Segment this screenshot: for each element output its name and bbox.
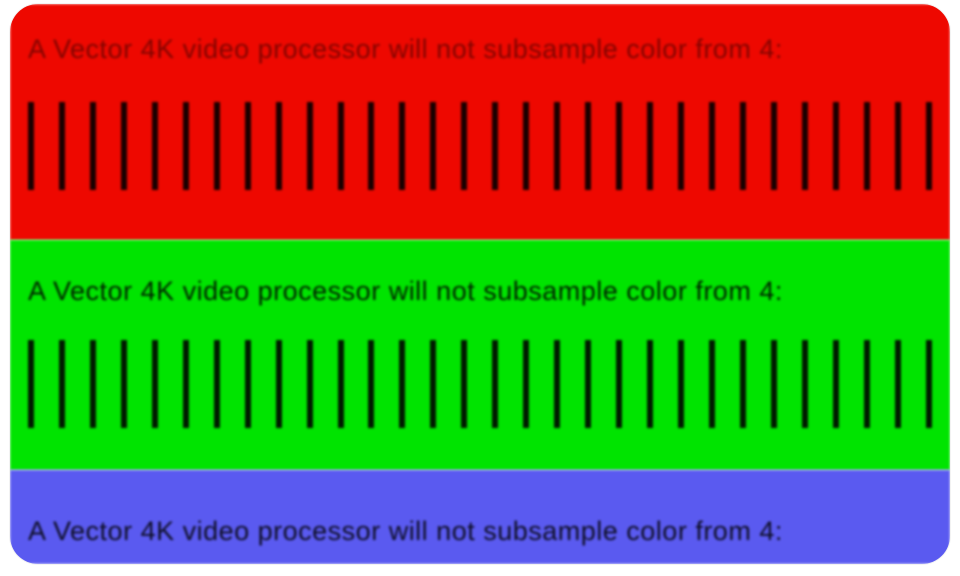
tick-mark: [399, 102, 405, 190]
tick-mark: [59, 340, 65, 428]
tick-mark: [771, 340, 777, 428]
tick-mark: [214, 102, 220, 190]
tick-mark: [554, 340, 560, 428]
tick-mark: [926, 102, 932, 190]
tick-mark: [183, 340, 189, 428]
tick-mark: [709, 102, 715, 190]
tick-mark: [895, 102, 901, 190]
tick-mark: [338, 340, 344, 428]
tick-mark: [585, 340, 591, 428]
tick-mark: [152, 340, 158, 428]
band-red-text: A Vector 4K video processor will not sub…: [28, 34, 783, 65]
tick-mark: [523, 102, 529, 190]
tick-mark: [616, 102, 622, 190]
tick-mark: [864, 340, 870, 428]
tick-mark: [678, 340, 684, 428]
rgb-test-card: A Vector 4K video processor will not sub…: [10, 4, 950, 564]
tick-mark: [368, 340, 374, 428]
tick-mark: [90, 340, 96, 428]
band-blue: A Vector 4K video processor will not sub…: [10, 470, 950, 564]
tick-mark: [430, 102, 436, 190]
tick-mark: [864, 102, 870, 190]
band-green-text: A Vector 4K video processor will not sub…: [28, 276, 783, 307]
tick-mark: [802, 340, 808, 428]
tick-mark: [833, 102, 839, 190]
tick-mark: [833, 340, 839, 428]
tick-mark: [28, 340, 34, 428]
tick-mark: [152, 102, 158, 190]
tick-mark: [554, 102, 560, 190]
tick-mark: [678, 102, 684, 190]
tick-mark: [368, 102, 374, 190]
tick-mark: [771, 102, 777, 190]
tick-mark: [276, 340, 282, 428]
tick-mark: [740, 340, 746, 428]
tick-mark: [740, 102, 746, 190]
tick-mark: [461, 340, 467, 428]
band-green-ticks: [28, 340, 932, 428]
tick-mark: [183, 102, 189, 190]
band-blue-text: A Vector 4K video processor will not sub…: [28, 516, 783, 547]
tick-mark: [276, 102, 282, 190]
tick-mark: [307, 340, 313, 428]
tick-mark: [492, 340, 498, 428]
tick-mark: [59, 102, 65, 190]
band-green: A Vector 4K video processor will not sub…: [10, 240, 950, 470]
tick-mark: [338, 102, 344, 190]
tick-mark: [399, 340, 405, 428]
tick-mark: [245, 102, 251, 190]
band-red-ticks: [28, 102, 932, 190]
tick-mark: [709, 340, 715, 428]
tick-mark: [121, 102, 127, 190]
tick-mark: [802, 102, 808, 190]
tick-mark: [523, 340, 529, 428]
tick-mark: [214, 340, 220, 428]
tick-mark: [492, 102, 498, 190]
band-red: A Vector 4K video processor will not sub…: [10, 4, 950, 240]
tick-mark: [585, 102, 591, 190]
tick-mark: [461, 102, 467, 190]
tick-mark: [28, 102, 34, 190]
tick-mark: [245, 340, 251, 428]
tick-mark: [90, 102, 96, 190]
tick-mark: [616, 340, 622, 428]
tick-mark: [430, 340, 436, 428]
tick-mark: [895, 340, 901, 428]
tick-mark: [926, 340, 932, 428]
tick-mark: [647, 340, 653, 428]
tick-mark: [647, 102, 653, 190]
tick-mark: [307, 102, 313, 190]
tick-mark: [121, 340, 127, 428]
